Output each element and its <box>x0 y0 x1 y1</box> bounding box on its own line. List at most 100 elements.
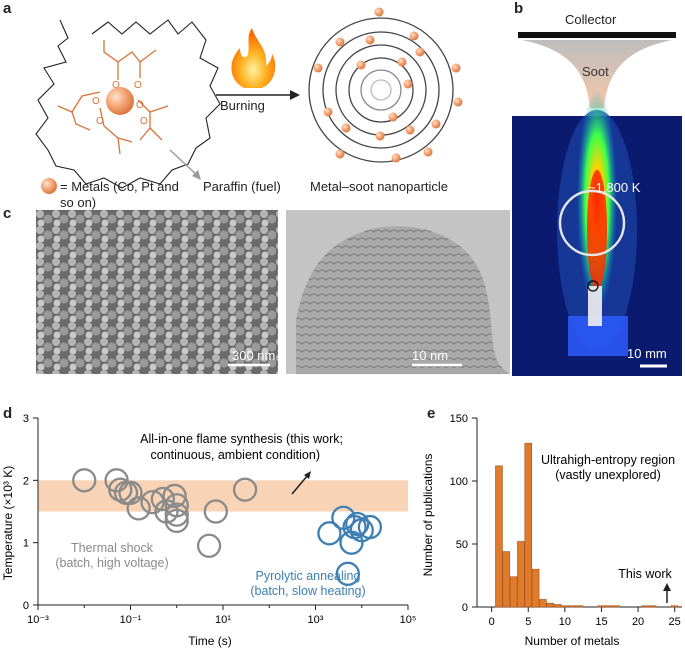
panel-c-label: c <box>3 205 12 222</box>
metals-legend-line2: so on) <box>60 195 97 210</box>
product-label: Metal–soot nanoparticle <box>310 179 449 194</box>
sem-image <box>36 210 278 374</box>
annotation-region-line1: Ultrahigh-entropy region <box>541 453 675 467</box>
x-tick-label: 10⁻¹ <box>120 614 142 626</box>
soot-label: Soot <box>582 64 609 79</box>
data-point <box>118 480 143 505</box>
y-tick-label: 0 <box>462 602 468 614</box>
bar <box>670 605 679 608</box>
data-point <box>317 521 342 546</box>
bar <box>648 605 657 608</box>
chart-e-ylabel: Number of publications <box>421 454 435 577</box>
flame-icon <box>231 28 276 88</box>
x-tick-label: 10⁻³ <box>27 614 49 626</box>
annotation-flame-line2: continuous, ambient condition) <box>150 448 320 462</box>
bar <box>612 605 620 608</box>
metal-legend-dot <box>41 178 57 194</box>
x-tick-label: 10³ <box>308 614 324 626</box>
data-point <box>164 508 189 533</box>
x-tick-label: 10⁵ <box>400 614 417 626</box>
data-point <box>72 468 97 493</box>
chart-d: 10⁻³ 10⁻¹ 10¹ 10³ 10⁵ 0 1 2 3 Time (s) Temperatu… <box>1 413 417 648</box>
data-point <box>162 483 187 509</box>
scale-label: 10 mm <box>627 346 667 361</box>
panel-a-label: a <box>3 0 12 17</box>
sem-scale-label: 300 nm <box>232 348 276 363</box>
ligand-oxygen-label: O <box>112 80 120 91</box>
data-point <box>345 511 370 537</box>
panel-a-scheme: O O O O O O <box>35 7 463 194</box>
annotation-pyro-line2: (batch, slow heating) <box>250 584 365 598</box>
chart-e-xlabel: Number of metals <box>525 634 620 648</box>
data-point <box>108 477 133 502</box>
y-tick-label: 0 <box>23 600 29 612</box>
bar <box>517 541 525 608</box>
ligand-oxygen-label: O <box>140 116 148 127</box>
bar <box>553 604 562 608</box>
bar <box>546 602 554 608</box>
measurement-circle <box>558 189 626 257</box>
data-point <box>357 514 383 540</box>
tem-scale-label: 10 nm <box>412 348 449 363</box>
fuel-label: Paraffin (fuel) <box>203 179 281 194</box>
paraffin-chain <box>35 19 221 189</box>
data-point <box>203 499 228 524</box>
x-tick-label: 25 <box>669 616 681 628</box>
bar <box>568 605 576 608</box>
bar <box>509 576 518 608</box>
bar <box>539 599 547 608</box>
central-metal-atom <box>106 87 134 115</box>
chart-e: 0 5 10 15 20 25 0 50 100 150 Number of metals Num… <box>421 413 682 648</box>
flame-annotation-arrow <box>291 474 309 495</box>
acac-ligands <box>57 40 169 155</box>
bar <box>502 551 511 608</box>
metal-nanoparticles <box>313 7 463 163</box>
x-tick-label: 10 <box>559 616 571 628</box>
y-tick-label: 3 <box>23 413 29 425</box>
ligand-oxygen-label: O <box>136 100 144 111</box>
bar <box>531 568 540 608</box>
fuel-pointer-arrow <box>169 149 199 177</box>
tem-image <box>286 210 510 374</box>
annotation-pyro-line1: Pyrolytic annealing <box>256 569 361 583</box>
bar <box>605 605 613 608</box>
bar <box>641 605 650 608</box>
metals-legend-line1: = Metals (Co, Pt and <box>60 179 179 194</box>
data-point <box>126 496 151 521</box>
ligand-oxygen-label: O <box>96 116 104 127</box>
x-tick-label: 10¹ <box>215 614 231 626</box>
data-point <box>140 490 165 515</box>
data-point <box>164 502 189 527</box>
x-tick-label: 5 <box>525 616 531 628</box>
data-point <box>232 477 258 502</box>
bar <box>575 605 584 608</box>
annotation-this-work: This work <box>618 567 672 581</box>
temperature-label: ~1,800 K <box>588 180 641 195</box>
panel-b-label: b <box>514 0 524 17</box>
thermocouple-icon <box>587 280 599 292</box>
soot-funnel <box>522 40 672 108</box>
soot-shells <box>308 17 454 163</box>
bar <box>561 605 569 608</box>
chart-d-xlabel: Time (s) <box>188 634 232 648</box>
data-point <box>150 486 175 512</box>
y-tick-label: 150 <box>450 413 468 425</box>
ligand-oxygen-label: O <box>92 96 100 107</box>
y-tick-label: 100 <box>450 476 468 488</box>
panel-b-flame-figure <box>512 32 682 376</box>
data-point <box>164 493 189 518</box>
ligand-oxygen-label: O <box>134 80 142 91</box>
y-tick-label: 2 <box>23 475 29 487</box>
annotation-flame-line1: All-in-one flame synthesis (this work; <box>140 432 343 446</box>
y-tick-label: 50 <box>456 539 468 551</box>
annotation-region-line2: (vastly unexplored) <box>555 468 661 482</box>
chart-d-ylabel: Temperature (×10³ K) <box>1 466 15 580</box>
bar <box>524 442 533 608</box>
burning-label: Burning <box>220 98 265 113</box>
y-tick-label: 1 <box>23 538 29 550</box>
panel-d-label: d <box>3 405 13 422</box>
bar <box>495 465 503 608</box>
x-tick-label: 15 <box>595 616 607 628</box>
data-point <box>196 533 222 558</box>
x-tick-label: 20 <box>632 616 644 628</box>
